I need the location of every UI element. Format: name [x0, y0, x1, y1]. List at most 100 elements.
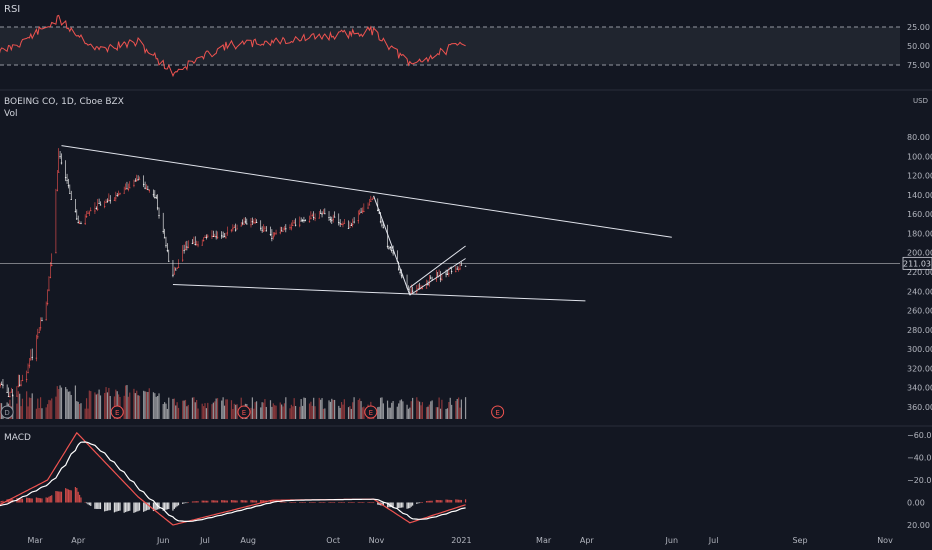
macd-histogram-bar: [106, 502, 109, 511]
earnings-marker[interactable]: [491, 405, 505, 419]
time-axis-label: Sep: [792, 536, 807, 545]
macd-histogram-bar: [94, 502, 96, 509]
candle-body: [94, 210, 96, 212]
volume-bar: [49, 400, 51, 419]
volume-bar: [104, 392, 106, 419]
macd-histogram-bar: [158, 502, 160, 510]
volume-bar: [226, 399, 228, 419]
candle-body: [319, 213, 322, 214]
macd-histogram-bar: [448, 499, 450, 503]
candle-body: [311, 215, 313, 217]
last-price-tag: 211.03: [902, 256, 932, 270]
macd-histogram-bar: [144, 502, 146, 512]
candle-body: [236, 228, 238, 230]
dividend-marker[interactable]: [0, 405, 14, 419]
rsi-pane[interactable]: RSI 75.00 50.00 25.00: [0, 4, 930, 78]
macd-histogram-bar: [37, 497, 39, 503]
volume-bar: [127, 396, 129, 419]
macd-histogram-bar: [222, 500, 224, 503]
macd-histogram-bar: [76, 487, 78, 503]
candle-body: [381, 224, 383, 226]
candle-body: [450, 271, 453, 273]
macd-histogram-bar: [328, 502, 330, 503]
candle-body: [21, 380, 24, 381]
candle-body: [172, 274, 174, 276]
candle-body: [358, 213, 361, 214]
volume-bar: [264, 399, 266, 419]
volume-bar: [157, 395, 159, 419]
time-axis-label: Jul: [708, 536, 719, 545]
macd-histogram-bar: [271, 500, 273, 503]
candle-body: [264, 227, 266, 229]
candle-body: [60, 162, 63, 164]
candles: [0, 148, 467, 398]
signal-line: [0, 441, 466, 523]
volume-bar: [382, 403, 384, 419]
earnings-marker[interactable]: [237, 405, 251, 419]
earnings-marker[interactable]: [364, 405, 378, 419]
candle-body: [304, 220, 307, 222]
trendline[interactable]: [61, 145, 672, 238]
macd-histogram-bar: [418, 502, 421, 504]
volume-bar: [193, 397, 195, 419]
volume-bar: [435, 407, 437, 419]
earnings-marker[interactable]: [110, 405, 124, 419]
macd-histogram-bar: [30, 498, 32, 503]
volume-bar: [377, 407, 379, 419]
candle-body: [27, 372, 29, 373]
volume-bar: [222, 397, 224, 419]
macd-histogram-bar: [105, 502, 107, 512]
candle-body: [233, 227, 235, 228]
volume-bar: [359, 398, 361, 419]
macd-histogram-bar: [182, 502, 184, 504]
trendline[interactable]: [409, 245, 466, 288]
volume-bar: [225, 399, 227, 419]
volume-bar: [251, 397, 253, 419]
candle-body: [138, 178, 141, 180]
candle-body: [84, 222, 86, 224]
candle-body: [59, 156, 61, 158]
macd-histogram-bar: [377, 502, 379, 505]
macd-histogram-bar: [214, 500, 216, 503]
macd-histogram-bar: [87, 502, 89, 505]
macd-histogram-bar: [80, 497, 82, 503]
volume-bar: [173, 398, 175, 419]
trendline[interactable]: [409, 258, 466, 296]
volume-bar: [230, 400, 233, 419]
macd-histogram-bar: [285, 501, 287, 503]
macd-histogram-bar: [193, 501, 195, 503]
volume-bar: [332, 399, 334, 419]
macd-histogram-bar: [445, 499, 447, 503]
macd-histogram-bar: [458, 499, 460, 503]
candle-body: [262, 230, 265, 232]
volume-bar: [265, 406, 267, 419]
trendline[interactable]: [172, 284, 586, 302]
time-axis[interactable]: Mar Apr Jun Jul Aug Oct Nov 2021 Mar Apr Jun Jul Sep…: [27, 536, 893, 545]
volume-bar: [106, 392, 109, 419]
macd-histogram-bar: [416, 502, 418, 504]
volume-bar: [427, 406, 429, 419]
macd-histogram-bar: [320, 502, 322, 503]
price-pane[interactable]: BOEING CO, 1D, Cboe BZX Vol USD 360.00 34…: [0, 97, 932, 419]
volume-bar: [216, 398, 219, 419]
macd-histogram-bar: [373, 502, 375, 504]
macd-pane[interactable]: MACD 20.00 0.00 −20.00 −40.00 −60.00: [0, 431, 932, 530]
volume-bar: [386, 400, 389, 419]
macd-histogram-bar: [113, 502, 116, 513]
last-price-badge: [902, 256, 932, 270]
candle-body: [456, 268, 458, 270]
time-axis-label: Jun: [665, 536, 679, 545]
candle-body: [391, 250, 393, 251]
candle-body: [66, 180, 68, 181]
trendlines[interactable]: [61, 145, 672, 302]
trendline[interactable]: [373, 195, 411, 296]
volume-bar: [446, 408, 449, 419]
macd-histogram-bar: [367, 502, 369, 503]
candle-body: [194, 244, 196, 245]
volume-bar: [260, 407, 262, 419]
candle-body: [154, 196, 156, 198]
macd-histogram-bar: [119, 502, 121, 511]
macd-histogram-bar: [10, 499, 12, 503]
candle-body: [204, 237, 206, 238]
